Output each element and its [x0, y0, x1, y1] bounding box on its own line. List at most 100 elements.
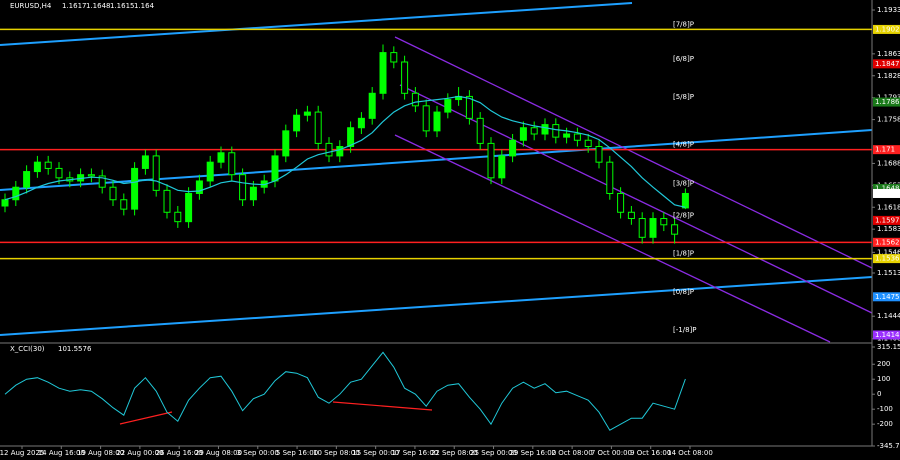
x-tick-label: 17 Sep 16:00: [392, 449, 439, 457]
x-tick-label: 19 Aug 08:00: [77, 449, 124, 457]
candle-body: [239, 174, 247, 201]
cci-tick-label: 100: [877, 375, 890, 383]
candle-body: [476, 117, 484, 144]
candle-body: [33, 161, 41, 173]
candle-body: [671, 224, 679, 235]
candle-body: [498, 155, 506, 179]
level-box: [873, 24, 900, 34]
candle-body: [422, 105, 430, 132]
x-tick-label: 25 Sep 00:00: [470, 449, 517, 457]
x-tick-label: 22 Aug 00:00: [116, 449, 163, 457]
x-tick-label: 14 Oct 08:00: [667, 449, 713, 457]
candle-body: [627, 211, 635, 220]
candle-body: [174, 211, 182, 223]
candle-body: [390, 52, 398, 63]
candle-body: [617, 192, 625, 213]
y-tick-label: 1.1758: [877, 116, 900, 124]
candle-body: [638, 218, 646, 238]
level-label: [2/8]P: [673, 211, 694, 219]
x-tick-label: 2 Oct 08:00: [552, 449, 593, 457]
candle-body: [552, 124, 560, 138]
level-value: 1.1786: [875, 98, 900, 106]
candle-body: [368, 92, 376, 119]
x-tick-label: 9 Oct 16:00: [630, 449, 671, 457]
x-tick-label: 5 Sep 16:00: [276, 449, 318, 457]
candle-body: [347, 127, 355, 148]
candle-body: [87, 174, 95, 177]
candle-body: [44, 161, 52, 169]
level-value: 1.1597: [875, 216, 900, 224]
candle-body: [660, 218, 668, 226]
cci-tick-label: 0: [877, 390, 881, 398]
y-tick-label: 1.1933: [877, 6, 900, 14]
level-value: 1.1536: [875, 255, 900, 263]
current-price: 1.164: [875, 189, 896, 197]
candle-body: [282, 130, 290, 157]
candle-body: [152, 155, 160, 191]
candle-body: [573, 133, 581, 141]
cci-tick-label: -200: [877, 420, 893, 428]
candle-body: [401, 61, 409, 94]
divergence-line: [119, 411, 173, 425]
cci-tick-label: 315.1542: [877, 343, 900, 351]
candle-body: [120, 199, 128, 210]
candle-body: [444, 99, 452, 113]
candle-body: [681, 192, 689, 209]
trend-line: [0, 276, 873, 336]
y-tick-label: 1.1546: [877, 248, 900, 256]
y-tick-label: 1.1618: [877, 203, 900, 211]
x-tick-label: 10 Sep 08:00: [313, 449, 360, 457]
candle-body: [509, 139, 517, 157]
x-tick-label: 15 Sep 00:00: [352, 449, 399, 457]
candle-body: [465, 95, 473, 119]
level-label: [3/8]P: [673, 179, 694, 187]
candle-body: [314, 111, 322, 144]
level-box: [873, 292, 900, 302]
candle-body: [357, 117, 365, 129]
y-tick-label: 1.1583: [877, 225, 900, 233]
candle-body: [185, 192, 193, 223]
level-label: [-1/8]P: [673, 326, 696, 334]
candle-body: [195, 180, 203, 194]
candle-body: [23, 171, 31, 188]
cci-tick-label: 200: [877, 360, 890, 368]
level-value: 1.1562: [875, 238, 900, 246]
level-box: [873, 183, 900, 193]
price-box: [873, 188, 900, 198]
level-label: [0/8]P: [673, 288, 694, 296]
candle-body: [325, 142, 333, 157]
channel-line: [394, 36, 873, 269]
candle-body: [206, 161, 214, 182]
level-box: [873, 97, 900, 107]
candle-body: [519, 127, 527, 141]
candle-body: [336, 146, 344, 157]
candle-body: [584, 139, 592, 148]
moving-average: [4, 95, 686, 208]
low: 1.1615: [110, 2, 135, 10]
candle-body: [109, 186, 117, 201]
candle-body: [411, 92, 419, 107]
cci-line: [4, 351, 686, 431]
candle-body: [98, 175, 106, 188]
x-tick-label: 22 Sep 08:00: [431, 449, 478, 457]
y-tick-label: 1.1688: [877, 159, 900, 167]
level-label: [7/8]P: [673, 20, 694, 28]
candle-body: [530, 127, 538, 135]
candle-body: [271, 155, 279, 182]
candle-body: [249, 186, 257, 201]
candle-body: [487, 142, 495, 179]
y-tick-label: 1.1513: [877, 269, 900, 277]
candle-body: [228, 152, 236, 176]
candle-body: [303, 111, 311, 116]
level-label: [4/8]P: [673, 141, 694, 149]
level-value: 1.1847: [875, 60, 900, 68]
candle-body: [1, 199, 9, 207]
level-box: [873, 254, 900, 264]
level-box: [873, 215, 900, 225]
level-box: [873, 237, 900, 247]
y-tick-label: 1.1828: [877, 72, 900, 80]
x-tick-label: 29 Aug 08:00: [195, 449, 242, 457]
candle-body: [595, 146, 603, 163]
level-box: [873, 145, 900, 155]
